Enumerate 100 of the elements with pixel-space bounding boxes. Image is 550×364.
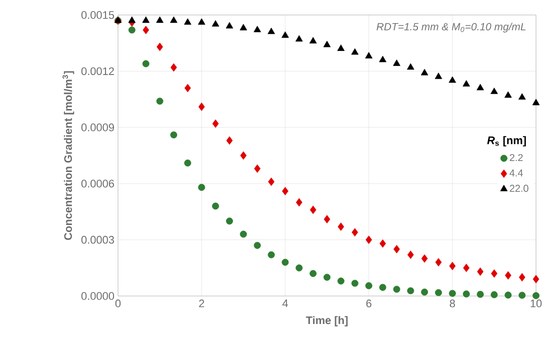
point [476, 290, 484, 298]
point [254, 26, 261, 32]
point [351, 280, 358, 287]
point [435, 289, 442, 296]
point [240, 230, 247, 238]
point [504, 292, 512, 299]
point [532, 292, 540, 300]
point [337, 44, 345, 51]
point [379, 56, 386, 62]
point [490, 88, 498, 94]
point [337, 278, 344, 284]
point [351, 48, 359, 55]
point [296, 198, 302, 207]
annotation: RDT=1.5 mm & M$_{0}$=0.10 mg/mL [376, 22, 526, 32]
x-tick-label: 4 [282, 300, 288, 308]
point [420, 68, 428, 76]
y-axis-title: Concentration Gradient [mol/m$^{3}$] [62, 71, 74, 240]
point [462, 290, 470, 298]
point [477, 267, 484, 276]
point [365, 52, 372, 58]
point [310, 270, 317, 278]
point [352, 228, 358, 236]
y-tick-label: 0.0000 [81, 292, 114, 300]
point [324, 215, 330, 224]
point [518, 273, 526, 282]
point [448, 76, 456, 83]
point [212, 20, 220, 27]
point [198, 184, 206, 191]
point [240, 24, 248, 30]
point [198, 18, 206, 25]
point [156, 16, 164, 23]
point [184, 84, 191, 92]
point [338, 222, 344, 231]
point [240, 151, 247, 160]
point [282, 186, 288, 196]
legend-label: 2.2 [510, 154, 523, 162]
point [268, 251, 275, 258]
y-tick-label: 0.0009 [81, 124, 114, 132]
x-tick-label: 6 [366, 300, 372, 308]
point [435, 258, 442, 266]
point [184, 160, 192, 166]
x-tick-label: 10 [530, 300, 542, 308]
point [407, 250, 414, 259]
point [254, 242, 261, 249]
point [282, 31, 289, 38]
x-tick-label: 2 [199, 300, 204, 308]
point [309, 37, 317, 44]
legend-label: 22.0 [510, 184, 528, 192]
point [296, 264, 303, 272]
point [449, 262, 456, 270]
point [434, 72, 442, 80]
point [156, 42, 163, 52]
point [156, 98, 164, 105]
y-tick-label: 0.0015 [81, 11, 114, 19]
point [532, 274, 540, 284]
point [366, 236, 372, 244]
point [532, 98, 540, 106]
point [491, 269, 498, 278]
point [170, 63, 177, 72]
point [476, 84, 484, 90]
point [406, 63, 414, 70]
legend-title: R$_{s}$ [nm] [487, 136, 526, 146]
point [226, 136, 233, 145]
point [128, 16, 136, 23]
x-tick-label: 8 [450, 300, 455, 308]
x-tick-label: 0 [115, 300, 121, 308]
point [380, 239, 386, 248]
point [462, 80, 470, 87]
y-tick-label: 0.0006 [81, 180, 114, 188]
point [212, 119, 219, 128]
point [268, 178, 274, 186]
point [142, 16, 150, 23]
point [504, 271, 512, 280]
point [421, 254, 428, 263]
point [421, 288, 428, 296]
point [518, 292, 526, 299]
point [323, 40, 331, 48]
point [365, 282, 372, 290]
point [170, 131, 178, 138]
point [394, 244, 400, 254]
point [490, 291, 498, 298]
legend-label: 4.4 [510, 169, 523, 176]
point [324, 274, 330, 281]
point [310, 206, 316, 214]
y-tick-label: 0.0003 [81, 236, 114, 244]
point [254, 164, 261, 173]
point [504, 91, 512, 98]
point [142, 26, 150, 34]
point [407, 287, 414, 294]
point [282, 258, 289, 266]
point [142, 60, 150, 68]
point [226, 218, 233, 225]
point [448, 290, 456, 297]
point [393, 60, 400, 66]
point [170, 16, 178, 23]
point [518, 93, 526, 100]
point [379, 284, 386, 291]
point [393, 286, 400, 293]
point [184, 18, 192, 25]
point [295, 35, 303, 42]
